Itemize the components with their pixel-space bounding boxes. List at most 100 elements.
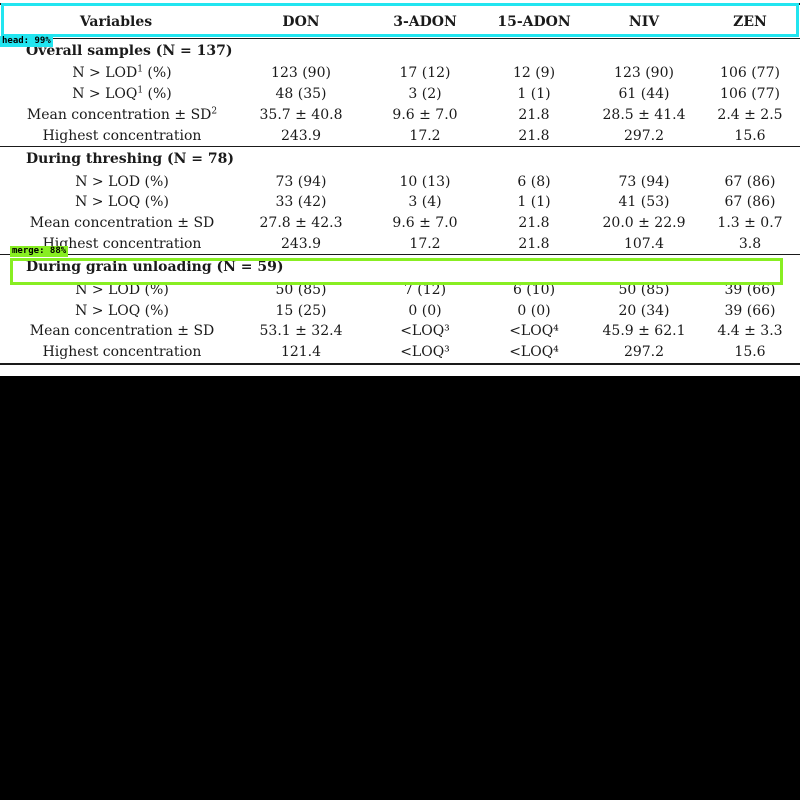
row-label: N > LOD (%) (0, 171, 232, 192)
table-body: Overall samples (N = 137) N > LOD1 (%) 1 2 3… (0, 39, 800, 365)
table-cell: 67 (86) (724, 194, 776, 211)
table-cell: 15.6 (734, 127, 766, 144)
table-cell: 50 (85) (275, 281, 327, 298)
table-cell: 21.8 (518, 215, 550, 232)
table-cell: 50 (85) (618, 281, 670, 298)
table-cell: 27.8 ± 42.3 (259, 215, 343, 232)
table-cell: 6 (8) (517, 173, 551, 190)
row-label: Mean concentration ± SD (0, 321, 232, 342)
table-cell: 20.0 ± 22.9 (602, 215, 686, 232)
row-label-text: Mean concentration ± SD (26, 106, 212, 123)
row-label-text: Highest concentration (42, 127, 202, 144)
row-label-text: N > LOD (%) (75, 173, 169, 190)
row-label-text: N > LOD (72, 65, 138, 82)
table-cell: 106 (77) (720, 65, 780, 82)
detection-box-head (1, 3, 799, 37)
table-cell: 297.2 (623, 127, 665, 144)
row-label-text: N > LOD (%) (75, 281, 169, 298)
table-cell: 73 (94) (618, 173, 670, 190)
header-variables: Variables (0, 3, 232, 39)
table-cell: 35.7 ± 40.8 (259, 106, 343, 123)
section-title: During threshing (N = 78) (0, 146, 800, 172)
table-cell: <LOQ³ (370, 341, 480, 365)
row-label: Highest concentration (0, 234, 232, 255)
table-cell: 0 (0) (408, 302, 442, 319)
footnote-marker: 1 (137, 64, 143, 75)
table-row: N > LOD (%) 50 (85) 7 (12) 6 (10) 50 (85) 39 … (0, 279, 800, 300)
header-3-adon: 3-ADON (370, 3, 480, 39)
table-row: Mean concentration ± SD 27.8 ± 42.3 9.6 ± … (0, 213, 800, 234)
row-label-text: Mean concentration ± SD (29, 215, 215, 232)
section-row: Overall samples (N = 137) (0, 39, 800, 64)
detection-box-merge (10, 258, 783, 285)
row-label-text: Highest concentration (42, 235, 202, 252)
row-label-text: Mean concentration ± SD (29, 323, 215, 340)
table-page: Variables DON 3-ADON 15-ADON NIV ZEN Ove… (0, 0, 800, 376)
table-cell: 243.9 (280, 127, 322, 144)
table-cell: 1.3 ± 0.7 (717, 215, 783, 232)
table-header-row: Variables DON 3-ADON 15-ADON NIV ZEN (0, 3, 800, 39)
table-cell: 1 (1) (517, 194, 551, 211)
section-row: During threshing (N = 78) (0, 146, 800, 172)
table-cell: 45.9 ± 62.1 (602, 323, 686, 340)
table-cell: 7 (12) (403, 281, 447, 298)
table-cell: 21.8 (518, 127, 550, 144)
table-cell: <LOQ⁴ (509, 323, 559, 340)
table-row: N > LOQ1 (%) 48 (35) 3 (2) 1 (1) 61 (44) 106 … (0, 84, 800, 105)
table-cell: 12 (9) (512, 65, 556, 82)
table-row: Mean concentration ± SD2 35.7 ± 40.8 9.6 ±… (0, 105, 800, 126)
row-label-text: Highest concentration (42, 344, 202, 361)
table-cell: 121.4 (232, 341, 370, 365)
row-label: N > LOD1 (%) (0, 63, 232, 84)
table-cell: 1 (1) (517, 86, 551, 103)
detection-label-merge: merge: 88% (10, 246, 69, 257)
table-cell: 48 (35) (275, 86, 327, 103)
table-cell: 9.6 ± 7.0 (392, 106, 458, 123)
table-row: N > LOQ (%) 33 (42) 3 (4) 1 (1) 41 (53) 67 (8… (0, 192, 800, 213)
table-cell: 17.2 (409, 235, 441, 252)
table-cell: 53.1 ± 32.4 (259, 323, 343, 340)
row-label-suffix: (%) (142, 65, 172, 82)
table-cell: 107.4 (623, 235, 665, 252)
row-label: N > LOQ1 (%) (0, 84, 232, 105)
table-row: N > LOQ (%) 15 (25) 0 (0) 0 (0) 20 (34) 39 (6… (0, 300, 800, 321)
table-cell: 21.8 (518, 106, 550, 123)
table-cell: 20 (34) (618, 302, 670, 319)
table-row: Highest concentration 243.9 17.2 21.8 107.4 3… (0, 234, 800, 255)
detection-label-head: head: 99% (0, 36, 53, 47)
table-cell: 297.2 (588, 341, 700, 365)
table-cell: 106 (77) (720, 86, 780, 103)
table-cell: 21.8 (518, 235, 550, 252)
table-cell: 39 (66) (724, 302, 776, 319)
row-label: N > LOQ (%) (0, 192, 232, 213)
table-cell: 4.4 ± 3.3 (717, 323, 783, 340)
table-row: N > LOD (%) 73 (94) 10 (13) 6 (8) 73 (94) 67 … (0, 171, 800, 192)
row-label: Mean concentration ± SD2 (0, 105, 232, 126)
table-cell: 10 (13) (399, 173, 451, 190)
table-cell: 3 (4) (408, 194, 442, 211)
table-row: Highest concentration 121.4 <LOQ³ <LOQ⁴ 297.… (0, 341, 800, 365)
table-cell: 15.6 (700, 341, 800, 365)
table-cell: 39 (66) (724, 281, 776, 298)
table-cell: 41 (53) (618, 194, 670, 211)
table-cell: 6 (10) (512, 281, 556, 298)
table-cell: 3.8 (738, 235, 762, 252)
table-row: Mean concentration ± SD 53.1 ± 32.4 <LOQ³ <… (0, 321, 800, 342)
table-cell: <LOQ³ (400, 323, 450, 340)
row-label-suffix: (%) (143, 86, 172, 103)
row-label: Highest concentration (0, 125, 232, 146)
table-cell: 9.6 ± 7.0 (392, 215, 458, 232)
footnote-marker: 2 (211, 106, 218, 117)
table-cell: 243.9 (280, 235, 322, 252)
table-cell: 2.4 ± 2.5 (717, 106, 783, 123)
table-cell: 67 (86) (724, 173, 776, 190)
table-cell: 33 (42) (275, 194, 327, 211)
table-cell: 61 (44) (618, 86, 670, 103)
table-cell: <LOQ⁴ (480, 341, 588, 365)
section-title: Overall samples (N = 137) (26, 43, 233, 59)
table-cell: 15 (25) (275, 302, 327, 319)
table-cell: 3 (2) (408, 86, 442, 103)
row-label: N > LOD (%) (0, 279, 232, 300)
table-cell: 28.5 ± 41.4 (602, 106, 686, 123)
table-cell: 17.2 (409, 127, 441, 144)
